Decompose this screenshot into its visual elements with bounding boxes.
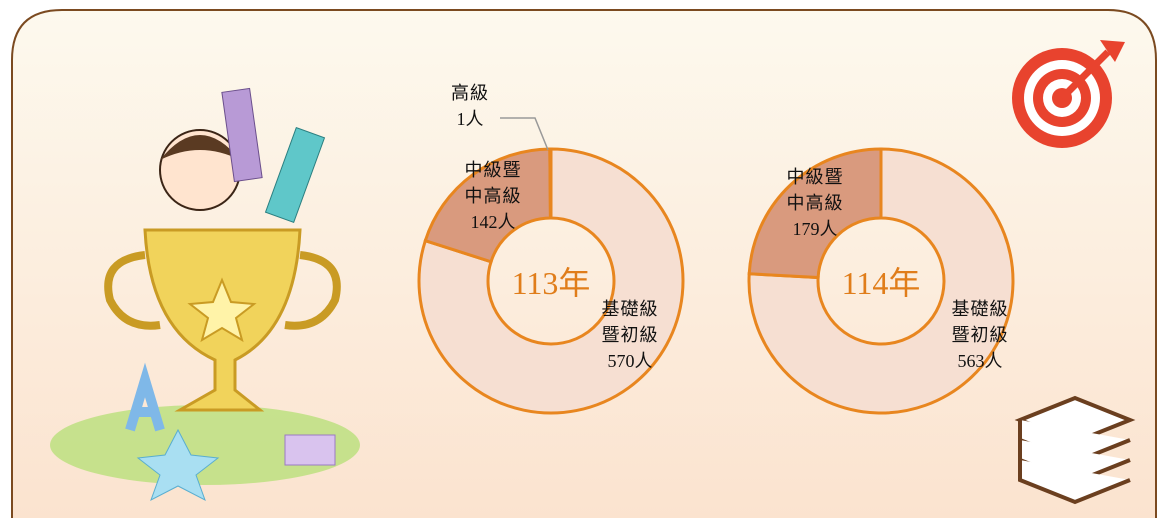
value-label: 142人 xyxy=(470,212,516,232)
donut-slice xyxy=(423,147,552,264)
value-label: 563人 xyxy=(957,351,1003,371)
value-label: 570人 xyxy=(607,351,653,371)
slice-label: 高級 1人 xyxy=(440,80,499,132)
center-label: 114年 xyxy=(841,265,921,301)
category-label: 高級 xyxy=(450,83,489,103)
donut-slice xyxy=(747,147,1015,415)
slice-label: 基礎級暨初級 563人 xyxy=(950,296,1009,374)
donut-slice xyxy=(417,147,685,415)
category-label: 基礎級暨初級 xyxy=(601,299,659,345)
books-icon xyxy=(1014,395,1136,505)
slice-label: 基礎級暨初級 570人 xyxy=(600,296,659,374)
trophy-illustration xyxy=(50,87,360,502)
category-label: 基礎級暨初級 xyxy=(951,299,1009,345)
value-label: 1人 xyxy=(456,109,484,129)
value-label: 179人 xyxy=(792,219,838,239)
slice-label: 中級暨中高級 142人 xyxy=(463,157,522,235)
category-label: 中級暨中高級 xyxy=(464,160,522,206)
target-icon xyxy=(1012,40,1125,148)
category-label: 中級暨中高級 xyxy=(786,167,844,213)
leader-line xyxy=(500,117,549,151)
donut-slice xyxy=(747,147,883,280)
donut-slice xyxy=(548,147,553,220)
center-label: 113年 xyxy=(511,265,591,301)
slice-label: 中級暨中高級 179人 xyxy=(785,164,844,242)
